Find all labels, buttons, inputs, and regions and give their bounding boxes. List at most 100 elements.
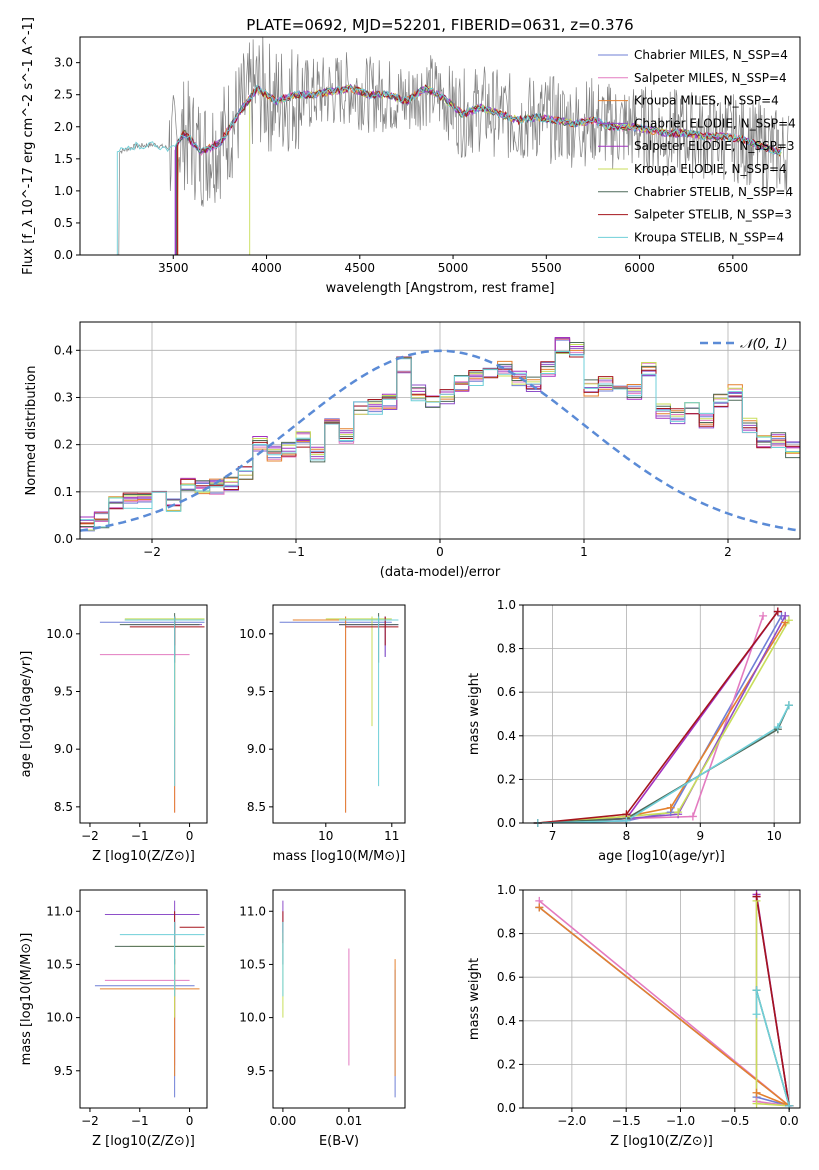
x-tick-label: 4500: [345, 261, 376, 275]
x-axis-label: Z [log10(Z/Z⊙)]: [610, 1134, 713, 1149]
x-tick-label: −1: [287, 545, 305, 559]
y-tick-label: 2.0: [54, 120, 73, 134]
weight-marker-km: [535, 903, 544, 912]
y-tick-label: 0.6: [497, 685, 516, 699]
weight-line-km: [538, 906, 790, 1107]
x-axis-label: E(B-V): [319, 1134, 359, 1149]
histogram-cs: [80, 342, 800, 529]
y-tick-label: 9.5: [54, 1064, 73, 1078]
weight-marker-ke: [674, 808, 683, 817]
x-tick-label: −1: [131, 829, 149, 843]
x-tick-label: 10: [318, 829, 333, 843]
weight-line-ks: [537, 704, 790, 823]
x-tick-label: 9: [696, 829, 704, 843]
x-tick-label: 5500: [531, 261, 562, 275]
y-tick-label: 9.5: [54, 685, 73, 699]
weight-line-sm: [538, 896, 792, 1107]
y-tick-label: 0.2: [497, 1057, 516, 1071]
legend-label-normal: 𝒩(0, 1): [740, 337, 787, 352]
y-tick-label: 0.4: [497, 729, 516, 743]
weight-vs-metallicity-panel: −2.0 −1.5 −1.0 −0.5 0.0 0.0 0.2 0.4 0.6 0.8 1.0 Z […: [467, 883, 801, 1149]
y-tick-label: 0.6: [497, 970, 516, 984]
y-tick-label: 0.4: [497, 1014, 516, 1028]
weight-line-ss: [537, 611, 779, 823]
x-tick-label: 1: [580, 545, 588, 559]
x-tick-label: 11: [384, 829, 399, 843]
y-tick-label: 0.4: [54, 343, 73, 357]
weight-marker-ss: [773, 607, 782, 616]
weight-marker-ss: [752, 892, 761, 901]
y-tick-label: 0.0: [54, 248, 73, 262]
weight-marker-km: [752, 1088, 761, 1097]
x-tick-label: −1.0: [666, 1114, 695, 1128]
x-tick-label: 6000: [624, 261, 655, 275]
x-tick-label: 0.0: [780, 1114, 799, 1128]
y-tick-label: 2.5: [54, 88, 73, 102]
axes-frame: [272, 889, 406, 1109]
weight-marker-ke: [784, 616, 793, 625]
y-tick-label: 0.5: [54, 216, 73, 230]
x-tick-label: 0.00: [270, 1114, 297, 1128]
y-tick-label: 8.5: [247, 800, 266, 814]
x-tick-label: 5000: [438, 261, 469, 275]
legend-label-sm: Salpeter MILES, N_SSP=4: [634, 71, 787, 85]
y-tick-label: 9.0: [247, 742, 266, 756]
plot-area: [99, 613, 205, 813]
axes-frame: [79, 604, 208, 824]
weight-line-ss: [755, 896, 790, 1106]
weight-marker-sm: [688, 812, 697, 821]
y-tick-label: 10.0: [46, 1011, 73, 1025]
weight-line-cm: [537, 615, 783, 823]
y-axis-label: mass weight: [467, 673, 482, 755]
axes-frame: [522, 889, 801, 1109]
legend-label-cm: Chabrier MILES, N_SSP=4: [634, 48, 788, 62]
x-tick-label: −0.5: [720, 1114, 749, 1128]
x-tick-label: −2: [81, 829, 99, 843]
y-tick-label: 10.0: [46, 627, 73, 641]
histogram-ke: [80, 344, 800, 531]
weight-marker-km: [666, 803, 675, 812]
x-tick-label: 10: [767, 829, 782, 843]
age-vs-mass-panel: 10 11 8.5 9.0 9.5 10.0 mass [log10(M/M⊙)]: [239, 604, 406, 864]
plot-area: [94, 900, 205, 1098]
axes-frame: [522, 604, 801, 824]
x-axis-label: mass [log10(M/M⊙)]: [273, 849, 406, 864]
axes-frame: [272, 604, 406, 824]
plot-area: [282, 900, 396, 1098]
y-tick-label: 10.5: [46, 957, 73, 971]
x-tick-label: 7: [549, 829, 557, 843]
y-tick-label: 0.8: [497, 642, 516, 656]
weight-line-ke: [537, 619, 790, 823]
legend-label-ks: Kroupa STELIB, N_SSP=4: [634, 230, 784, 244]
plot-area: [279, 613, 399, 813]
plot-area: [116, 37, 790, 255]
weight-line-se: [537, 611, 779, 823]
x-tick-label: 0: [436, 545, 444, 559]
y-tick-label: 0.3: [54, 390, 73, 404]
x-axis-label: age [log10(age/yr)]: [598, 849, 725, 864]
x-tick-label: 6500: [718, 261, 749, 275]
y-tick-label: 1.0: [54, 184, 73, 198]
y-tick-label: 8.5: [54, 800, 73, 814]
y-tick-label: 11.0: [46, 904, 73, 918]
x-tick-label: 0: [186, 829, 194, 843]
y-axis-label: Flux [f_λ 10^-17 erg cm^-2 s^-1 A^-1]: [21, 17, 36, 275]
x-tick-label: −2: [81, 1114, 99, 1128]
legend-label-ss: Salpeter STELIB, N_SSP=3: [634, 208, 792, 222]
y-axis-label: age [log10(age/yr)]: [19, 651, 34, 778]
normal-curve: [80, 349, 800, 532]
x-tick-label: 3500: [158, 261, 189, 275]
x-tick-label: −1: [131, 1114, 149, 1128]
x-tick-label: −2: [143, 545, 161, 559]
spectrum-panel: 3500 4000 4500 5000 5500 6000 6500 0.0 0.5 1.0 1.5…: [21, 17, 801, 296]
legend-label-km: Kroupa MILES, N_SSP=4: [634, 94, 779, 108]
axes-frame: [79, 889, 208, 1109]
weight-vs-age-panel: 7 8 9 10 0.0 0.2 0.4 0.6 0.8 1.0 age [log10(age/yr…: [467, 598, 801, 864]
weight-marker-ks: [773, 723, 782, 732]
mass-vs-metallicity-panel: −2 −1 0 9.5 10.0 10.5 11.0 Z [log10(Z/Z⊙)] mass …: [19, 889, 208, 1149]
y-tick-label: 0.0: [54, 532, 73, 546]
x-axis-label: Z [log10(Z/Z⊙)]: [92, 849, 195, 864]
weight-marker-sm: [759, 611, 768, 620]
plot-area: [538, 894, 792, 1107]
